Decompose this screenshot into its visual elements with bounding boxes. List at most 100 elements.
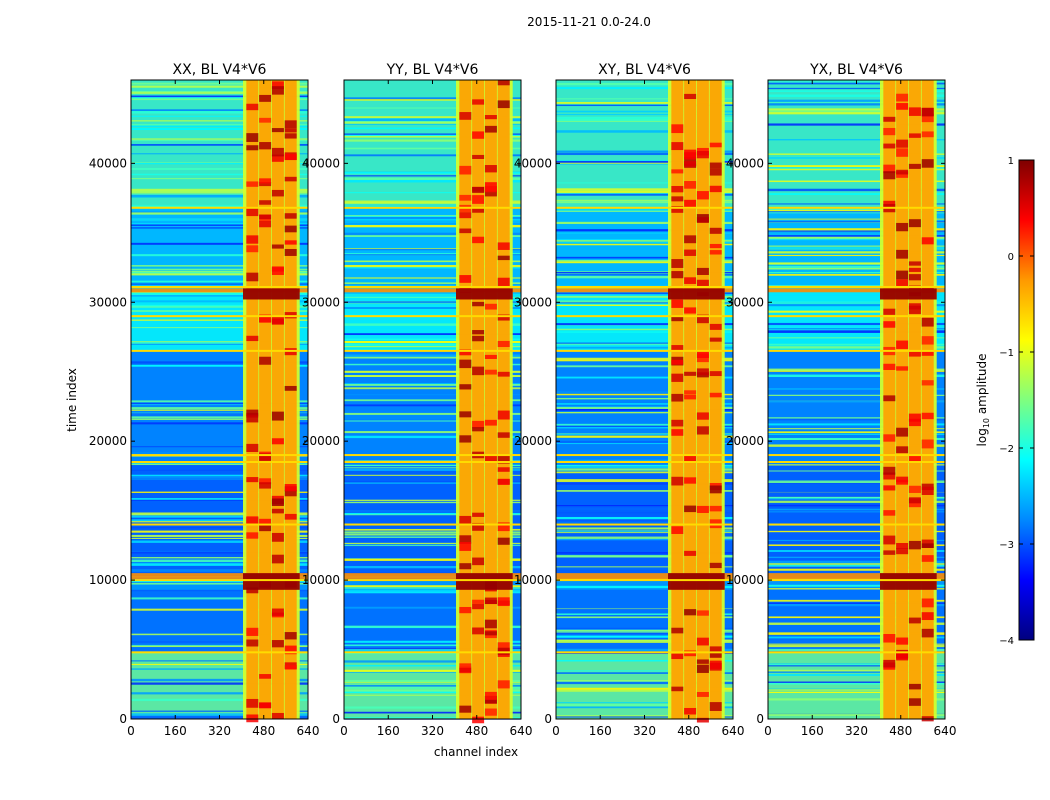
heatmap-streak [131,463,308,466]
rfi-blob [696,664,709,673]
rfi-blob [908,305,921,314]
heatmap-streak [131,120,308,122]
heatmap-streak [556,681,733,685]
rfi-blob [921,598,934,608]
heatmap-streak [768,497,945,500]
rfi-blob [883,550,896,555]
heatmap-streak [344,415,521,417]
rfi-blob [696,426,709,435]
heatmap-streak [131,537,308,540]
rfi-blob [497,455,510,464]
heatmap-streak [344,464,521,467]
heatmap-streak [344,175,521,177]
flagged-time-row [556,349,733,352]
rfi-blob [896,222,909,232]
y-tick-label: 30000 [302,295,340,309]
heatmap-streak [344,417,521,420]
heatmap-streak [131,491,308,493]
rfi-blob [671,271,684,279]
heatmap-streak [556,516,733,520]
flagged-time-row [768,315,945,318]
heatmap-streak [344,711,521,714]
heatmap-streak [344,154,521,157]
rfi-blob [472,335,485,342]
heatmap-streak [768,168,945,171]
heatmap-streak [131,678,308,682]
heatmap-streak [344,669,521,672]
flagged-time-row [344,285,521,288]
rfi-blob [684,249,697,256]
rfi-blob [896,476,909,483]
rfi-blob [259,221,272,228]
flagged-time-row [556,579,733,582]
rfi-blob [671,373,684,382]
rfi-blob [246,414,259,423]
heatmap-streak [344,689,521,692]
rfi-blob [497,597,510,607]
heatmap-streak [768,388,945,390]
rfi-blob [459,705,472,713]
rfi-blob [459,542,472,551]
rfi-blob [246,477,259,483]
heatmap-streak [556,435,733,438]
heatmap-streak [131,139,308,141]
rfi-blob [921,628,934,638]
rfi-blob [472,512,485,517]
rfi-blob [259,178,272,184]
heatmap-streak [344,283,521,286]
rfi-blob [671,315,684,322]
flagged-time-row [344,349,521,352]
rfi-blob [246,272,259,282]
heatmap-streak [344,277,521,279]
heatmap-streak [344,510,521,512]
heatmap-streak [131,173,308,176]
heatmap-streak [344,467,521,469]
rfi-blob [684,307,697,314]
rfi-blob [883,395,896,402]
heatmap-streak [556,229,733,232]
rfi-blob [896,366,909,371]
heatmap-streak [768,682,945,685]
heatmap-streak [768,209,945,212]
rfi-blob [497,680,510,689]
heatmap-streak [131,660,308,662]
heatmap-streak [768,322,945,326]
rfi-blob [259,142,272,150]
rfi-blob [896,93,909,102]
heatmap-streak [131,530,308,533]
bright-time-band [344,573,521,579]
heatmap-streak [556,359,733,362]
rfi-blob [908,261,921,266]
heatmap-streak [344,694,521,696]
x-tick-label: 320 [845,724,868,738]
heatmap-streak [344,468,521,471]
colorbar: 1 0 −1 −2 −3 −4 log10 amplitude [975,156,1035,647]
heatmap-streak [768,689,945,691]
flagged-time-row [556,461,733,464]
rfi-blob [883,485,896,491]
heatmap-streak [344,98,521,101]
heatmap-streak [556,567,733,570]
rfi-blob [671,299,684,308]
heatmap-streak [556,208,733,211]
flagged-time-row [131,523,308,526]
rfi-blob [459,667,472,673]
rfi-blob [259,702,272,708]
heatmap-streak [131,305,308,308]
heatmap-streak [131,115,308,117]
bright-time-band [344,288,521,293]
rfi-blob [259,674,272,679]
rfi-blob [908,413,921,422]
rfi-blob [259,214,272,220]
heatmap-panel: XX, BL V4*V6 0 160 320 480 640 0 10000 20000 3000… [89,62,320,738]
heatmap-streak [556,706,733,709]
heatmap-streak [556,552,733,554]
y-tick-label: 30000 [514,295,552,309]
rfi-blob [684,199,697,209]
rfi-channel-stripe [684,80,697,719]
heatmap-streak [131,124,308,126]
heatmap-streak [556,292,733,295]
heatmap-streak [556,527,733,530]
heatmap-streak [768,203,945,205]
panel-title: XX, BL V4*V6 [173,62,267,78]
